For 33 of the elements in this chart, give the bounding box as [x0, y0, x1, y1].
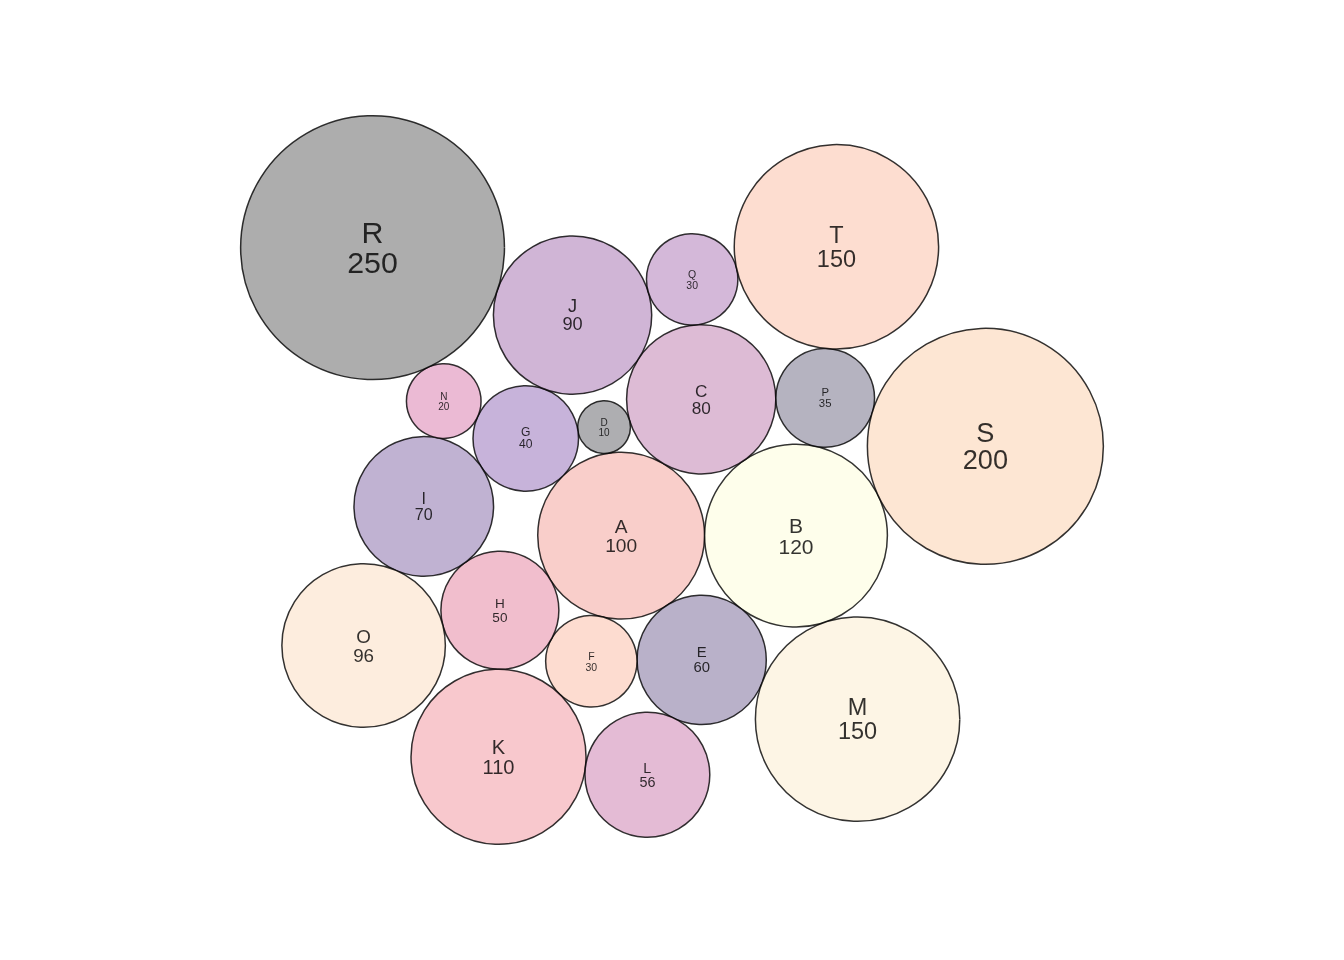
category-label: T [829, 221, 844, 248]
data-label: 150 [816, 245, 857, 272]
data-label: 70 [414, 505, 433, 524]
data-label: 40 [519, 437, 533, 452]
category-label: B [788, 513, 804, 537]
data-label: 96 [353, 644, 375, 666]
data-label: 150 [837, 718, 878, 745]
category-label: M [847, 694, 868, 721]
category-label: F [588, 649, 595, 662]
category-label: E [696, 644, 707, 661]
category-label: D [600, 416, 608, 428]
data-label: 20 [438, 400, 450, 412]
category-label: G [521, 425, 531, 440]
category-label: N [440, 390, 448, 402]
data-label: 10 [598, 426, 611, 438]
data-label: 30 [585, 660, 598, 673]
category-label: A [614, 515, 628, 537]
data-label: 90 [562, 314, 583, 335]
data-label: 60 [693, 659, 710, 676]
category-label: O [356, 625, 371, 647]
category-label: K [491, 735, 506, 758]
category-label: P [821, 386, 829, 399]
data-label: 100 [605, 534, 638, 556]
category-label: Q [688, 267, 697, 280]
data-label: 120 [778, 534, 814, 558]
data-label: 50 [492, 609, 508, 625]
data-label: 110 [482, 755, 515, 778]
data-label: 56 [639, 773, 656, 790]
category-label: J [568, 296, 578, 317]
category-label: L [643, 759, 652, 776]
category-label: I [421, 489, 426, 508]
data-label: 35 [818, 397, 832, 410]
category-label: H [494, 595, 505, 611]
